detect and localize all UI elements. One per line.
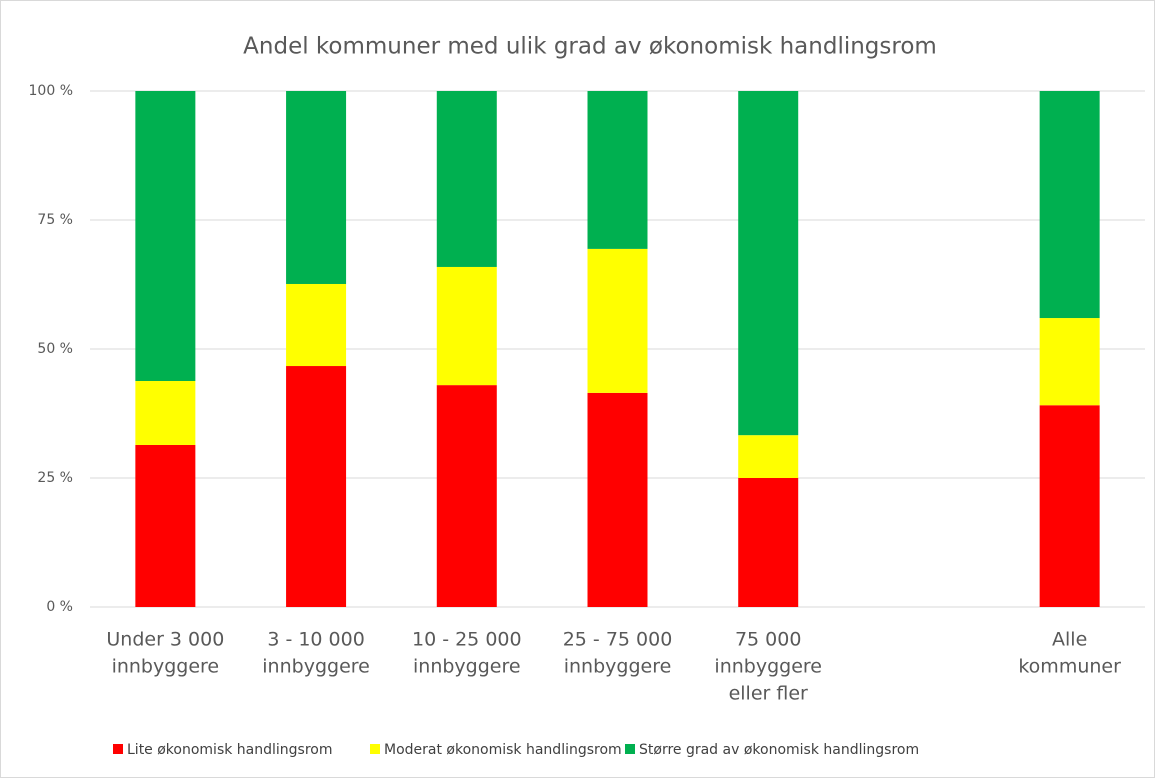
x-tick-label: innbyggere	[112, 656, 220, 678]
y-tick-label: 25 %	[37, 470, 73, 486]
y-tick-label: 100 %	[29, 83, 73, 99]
bar-segment	[738, 435, 799, 478]
bar-segment	[1039, 318, 1100, 406]
bar-segment	[738, 478, 799, 607]
bar-segment	[436, 385, 497, 607]
bar-segment	[587, 91, 648, 249]
bar-segment	[587, 392, 648, 607]
x-tick-label: innbyggere	[714, 656, 822, 678]
legend-swatch	[113, 744, 123, 754]
x-tick-label: Alle	[1052, 629, 1087, 651]
y-tick-label: 75 %	[37, 212, 73, 228]
bar-segment	[436, 91, 497, 267]
bar-segment	[286, 366, 347, 607]
chart-title: Andel kommuner med ulik grad av økonomis…	[243, 34, 937, 60]
x-tick-label: 75 000	[735, 629, 801, 651]
legend-label: Moderat økonomisk handlingsrom	[384, 742, 622, 758]
bar-segment	[587, 248, 648, 393]
bar-segment	[135, 444, 196, 607]
legend-swatch	[625, 744, 635, 754]
x-tick-label: Under 3 000	[106, 629, 224, 651]
bar-segment	[135, 380, 196, 445]
bar-segment	[1039, 405, 1100, 607]
x-tick-label: 3 - 10 000	[267, 629, 365, 651]
bar-segment	[436, 266, 497, 386]
x-tick-label: innbyggere	[413, 656, 521, 678]
bar-segment	[286, 91, 347, 284]
x-tick-label: 25 - 75 000	[563, 629, 673, 651]
bar-segment	[286, 283, 347, 367]
x-tick-label: kommuner	[1018, 656, 1121, 678]
legend-swatch	[370, 744, 380, 754]
x-tick-label: innbyggere	[262, 656, 370, 678]
bar-segment	[1039, 91, 1100, 319]
x-tick-label: 10 - 25 000	[412, 629, 522, 651]
y-tick-label: 0 %	[46, 599, 73, 615]
legend-label: Lite økonomisk handlingsrom	[127, 742, 333, 758]
x-tick-label: innbyggere	[564, 656, 672, 678]
x-tick-label: eller fler	[729, 683, 808, 705]
bar-segment	[135, 91, 196, 381]
bar-segment	[738, 91, 799, 436]
legend-label: Større grad av økonomisk handlingsrom	[639, 742, 919, 758]
y-tick-label: 50 %	[37, 341, 73, 357]
